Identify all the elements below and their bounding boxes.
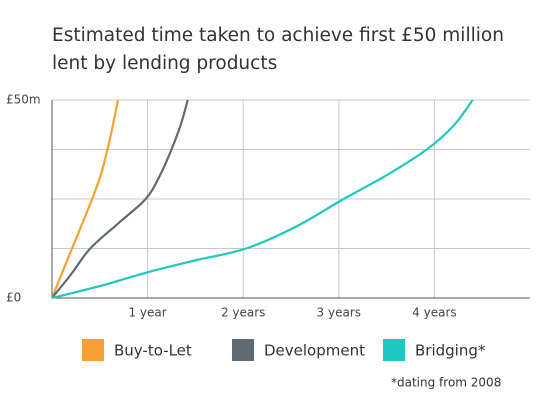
x-tick-label: 4 years xyxy=(412,306,456,320)
legend-label: Development xyxy=(264,342,365,360)
y-tick-label: £0 xyxy=(6,291,21,305)
x-tick-label: 2 years xyxy=(221,306,265,320)
chart-title: Estimated time taken to achieve first £5… xyxy=(52,25,504,74)
line-series xyxy=(50,99,120,299)
legend-label: Buy-to-Let xyxy=(114,342,192,360)
line-series xyxy=(51,99,189,299)
legend-swatch xyxy=(383,339,405,361)
legend-swatch xyxy=(232,339,254,361)
x-tick-label: 1 year xyxy=(128,306,166,320)
y-tick-label: £50m xyxy=(6,93,41,107)
line-series xyxy=(51,99,474,300)
footnote: *dating from 2008 xyxy=(391,376,501,390)
legend-label: Bridging* xyxy=(415,342,486,360)
x-tick-label: 3 years xyxy=(317,306,361,320)
legend-swatch xyxy=(82,339,104,361)
